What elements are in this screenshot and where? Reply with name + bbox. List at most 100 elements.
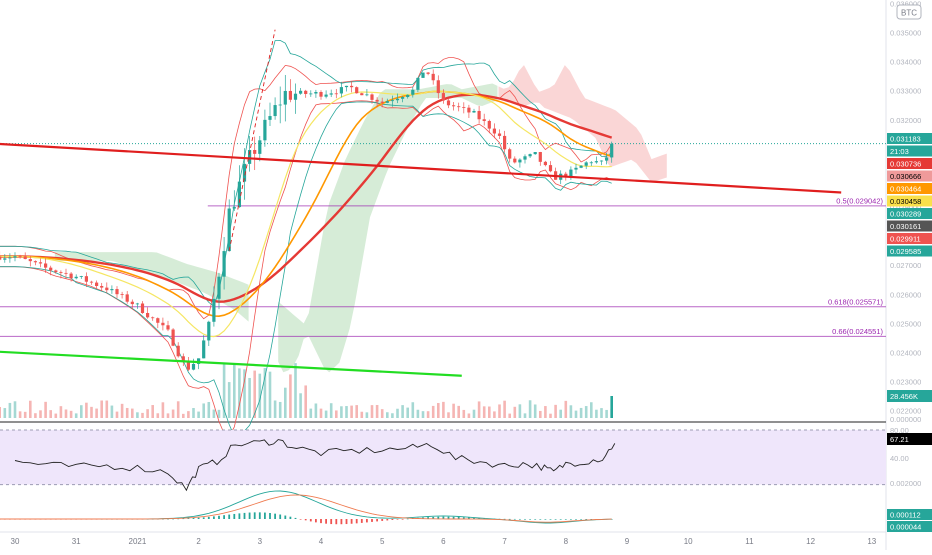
rsi-pane (0, 429, 886, 492)
candle-body (268, 116, 272, 120)
rsi-y-tick-label: 80.00 (890, 426, 909, 435)
volume-bar (273, 400, 277, 418)
volume-bar (44, 401, 47, 418)
macd-histogram-bar (376, 519, 378, 522)
candle-body (385, 101, 389, 103)
candle-body (538, 152, 542, 162)
volume-bar (386, 412, 389, 418)
macd-histogram-bar (386, 519, 389, 521)
price-label-box (887, 170, 932, 182)
price-label-box (887, 133, 932, 144)
volume-bar (125, 407, 129, 418)
candle-body (477, 110, 481, 120)
volume-bar (192, 408, 195, 418)
volume-bar (161, 402, 165, 418)
volume-bar (406, 407, 409, 418)
macd-histogram-bar (473, 517, 475, 519)
candle-body (95, 282, 99, 286)
candle-body (79, 276, 83, 277)
support-trendline (0, 350, 462, 377)
y-tick-label: 0.023000 (890, 378, 921, 387)
candle-body (584, 162, 588, 166)
macd-histogram-bar (406, 518, 409, 520)
candle-body (69, 273, 73, 279)
volume-bar (482, 406, 486, 418)
fib-level-label: 0.5(0.029042) (836, 196, 883, 205)
candle-body (217, 276, 221, 299)
volume-bar (49, 410, 52, 418)
macd-histogram-bar (559, 518, 562, 520)
volume-bar (8, 402, 12, 418)
macd-histogram-bar (432, 516, 435, 519)
candle-body (146, 312, 150, 318)
macd-histogram-bar (197, 517, 200, 519)
volume-bar (64, 409, 68, 418)
symbol-badge[interactable]: BTC (901, 9, 917, 18)
candle-body (171, 329, 175, 346)
volume-bar (335, 410, 338, 418)
x-tick-label: 3 (258, 537, 263, 546)
volume-bar (182, 413, 185, 418)
volume-bar (533, 404, 537, 418)
candle-body (406, 94, 410, 98)
candle-body (28, 259, 32, 262)
price-label: 0.029585 (890, 247, 921, 256)
price-label-box (887, 183, 932, 194)
volume-bar (217, 409, 221, 418)
volume-bar (442, 401, 445, 418)
macd-histogram-bar (320, 519, 322, 524)
candle-body (589, 162, 593, 164)
macd-histogram-bar (427, 517, 429, 519)
price-label-box (887, 233, 932, 244)
x-tick-label: 8 (564, 537, 569, 546)
volume-bar (350, 405, 353, 418)
candle-body (253, 149, 257, 154)
symbol-badge-box[interactable] (896, 4, 922, 20)
candle-body (0, 256, 2, 260)
y-tick-label: 0.034000 (890, 58, 921, 67)
macd-histogram-bar (585, 519, 588, 520)
ma-long-red (0, 93, 613, 303)
macd-signal-line (0, 494, 612, 523)
macd-histogram-bar (177, 518, 180, 520)
macd-histogram-bar (330, 519, 333, 525)
volume-bar (59, 406, 63, 418)
volume-bar (227, 382, 231, 418)
volume-bar (360, 411, 364, 418)
price-label-box (887, 195, 932, 207)
macd-histogram-bar (248, 512, 251, 519)
macd-histogram-bar (575, 519, 577, 520)
macd-histogram-bar (468, 517, 470, 519)
ma-yellow (0, 90, 612, 338)
volume-bar (80, 405, 83, 418)
volume-label: 28.456K (890, 392, 918, 401)
volume-bar (136, 412, 139, 418)
volume-bar (314, 403, 318, 418)
candle-body (23, 256, 27, 260)
volume-bar (243, 369, 246, 418)
ichimoku-cloud (54, 65, 667, 373)
fibonacci-levels: 0.5(0.029042) 0.618(0.025571) 0.66(0.02455… (0, 143, 886, 337)
candle-body (518, 159, 522, 163)
rsi-band (0, 430, 886, 485)
price-label: 0.030736 (890, 160, 921, 169)
macd-histogram-bar (350, 519, 353, 524)
volume-bar (457, 405, 460, 418)
volume-bar (411, 402, 415, 418)
candle-body (8, 257, 12, 259)
macd-histogram-bar (304, 519, 307, 521)
macd-histogram-bar (554, 518, 557, 520)
volume-bar (595, 409, 598, 418)
volume-bar (493, 411, 496, 418)
volume-bar (39, 410, 42, 418)
candle-body (543, 161, 547, 166)
candle-body (207, 321, 211, 341)
candle-body (355, 87, 359, 94)
volume-bar (222, 362, 226, 418)
candle-body (441, 93, 445, 101)
candle-body (176, 345, 180, 357)
moving-averages (0, 90, 613, 338)
candle-body (156, 318, 160, 323)
